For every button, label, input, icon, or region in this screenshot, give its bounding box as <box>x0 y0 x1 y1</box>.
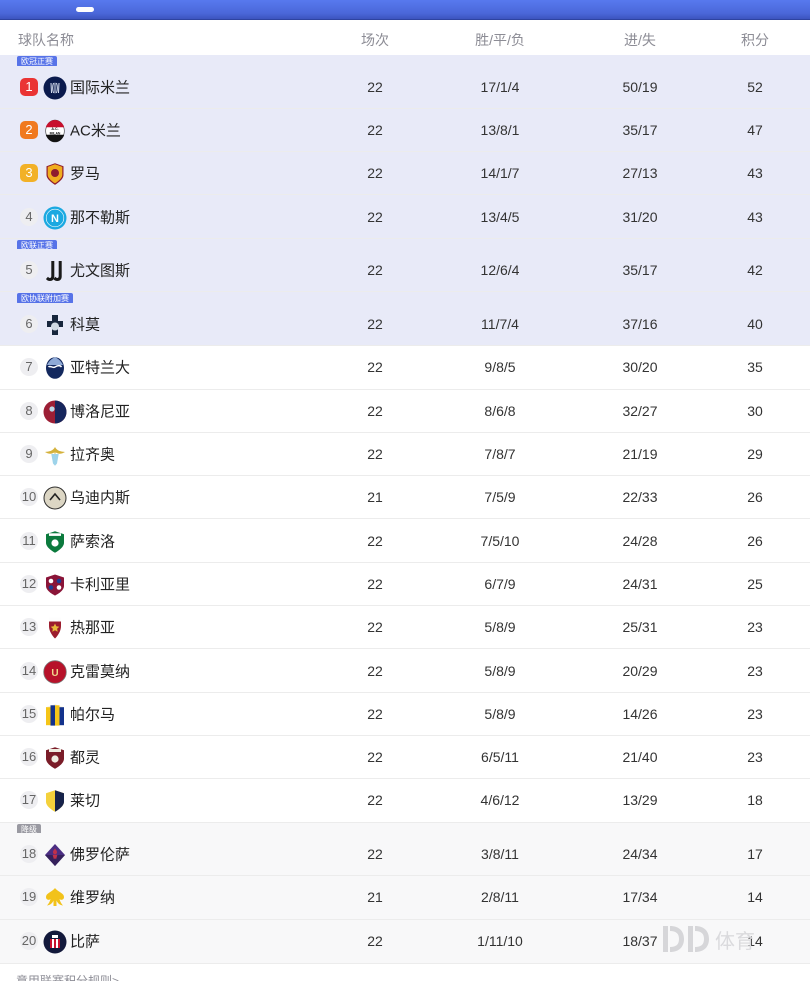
svg-text:MILAN: MILAN <box>50 131 61 135</box>
svg-text:A.C.: A.C. <box>51 127 58 131</box>
svg-text:N: N <box>51 213 59 225</box>
svg-text:U: U <box>51 668 58 679</box>
svg-text:体育: 体育 <box>715 930 755 953</box>
